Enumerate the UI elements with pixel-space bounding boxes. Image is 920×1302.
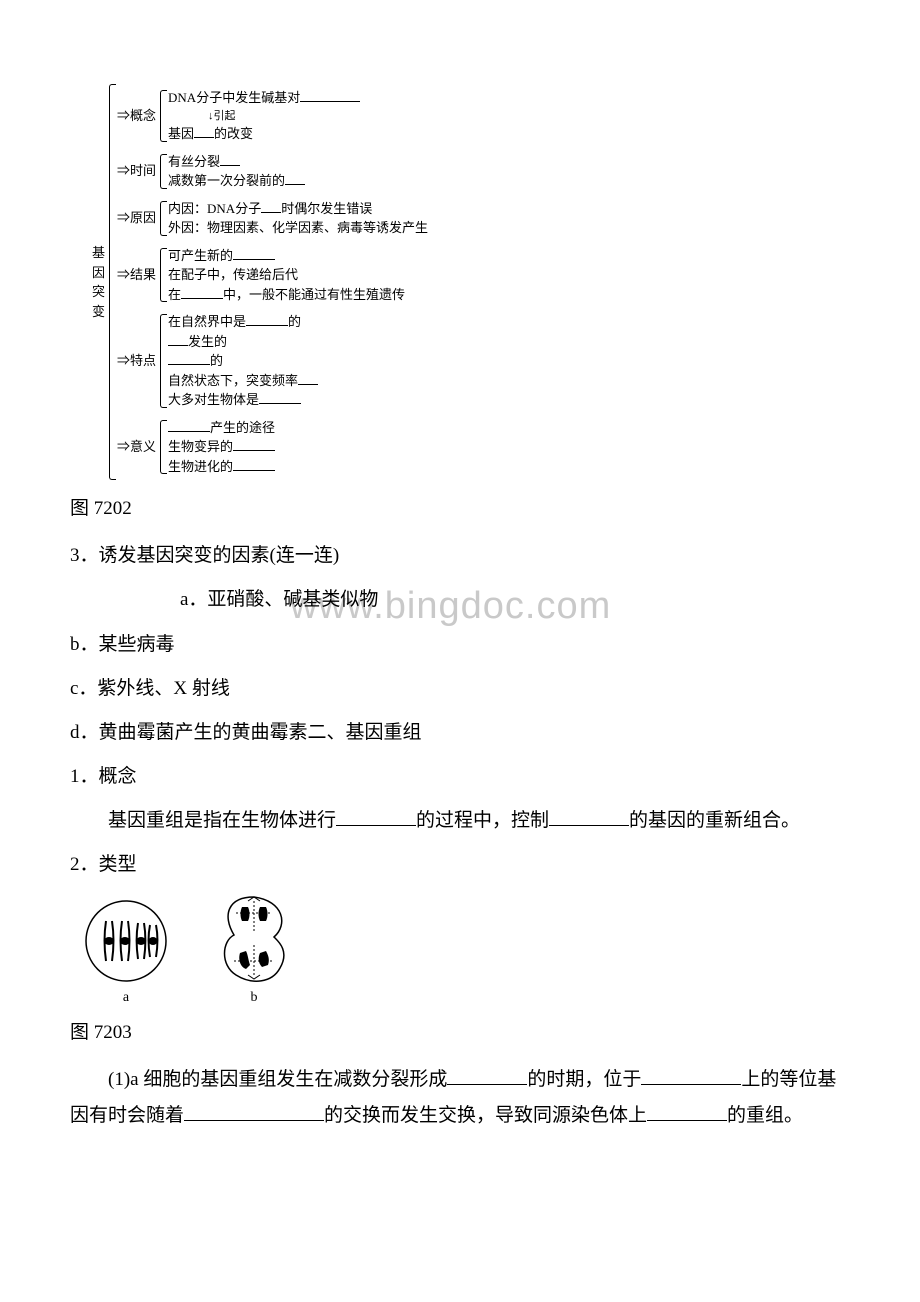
cell-figure-b: b: [218, 893, 290, 1009]
node-result: ⇒结果 可产生新的 在配子中，传递给后代 在中，一般不能通过有性生殖遗传: [117, 244, 428, 307]
blank-input[interactable]: [184, 1103, 324, 1121]
concept-map-diagram: 基 因 突 变 ⇒概念 DNA分子中发生碱基对 ↓引起 基因的改变 ⇒时间 有丝…: [90, 80, 850, 484]
option-c: c．紫外线、X 射线: [70, 671, 850, 707]
section-1-title: 1．概念: [70, 759, 850, 795]
section-2-title: 2．类型: [70, 847, 850, 883]
option-a: a．亚硝酸、碱基类似物: [70, 582, 850, 618]
section-1-body: 基因重组是指在生物体进行的过程中，控制的基因的重新组合。: [70, 803, 850, 839]
blank-input[interactable]: [647, 1103, 727, 1121]
node-time: ⇒时间 有丝分裂 减数第一次分裂前的: [117, 150, 428, 193]
blank-input[interactable]: [336, 808, 416, 826]
node-meaning: ⇒意义 产生的途径 生物变异的 生物进化的: [117, 416, 428, 479]
option-b: b．某些病毒: [70, 627, 850, 663]
cell-a-icon: [84, 899, 168, 983]
blank-input[interactable]: [641, 1067, 741, 1085]
blank-input[interactable]: [447, 1067, 527, 1085]
node-concept: ⇒概念 DNA分子中发生碱基对 ↓引起 基因的改变: [117, 86, 428, 146]
root-brace: [107, 80, 117, 484]
option-d: d．黄曲霉菌产生的黄曲霉素二、基因重组: [70, 715, 850, 751]
cell-figure-a: a: [84, 899, 168, 1009]
q2-1-body: (1)a 细胞的基因重组发生在减数分裂形成的时期，位于上的等位基因有时会随着的交…: [70, 1062, 850, 1134]
blank-input[interactable]: [549, 808, 629, 826]
figure-1-label: 图 7­2­02: [70, 494, 850, 524]
root-label: 基 因 突 变: [90, 80, 107, 484]
figure-2-label: 图 7­2­03: [70, 1018, 850, 1048]
q3-title: 3．诱发基因突变的因素(连一连): [70, 538, 850, 574]
node-feature: ⇒特点 在自然界中是的 发生的 的 自然状态下，突变频率 大多对生物体是: [117, 310, 428, 412]
node-cause: ⇒原因 内因：DNA分子时偶尔发生错误 外因：物理因素、化学因素、病毒等诱发产生: [117, 197, 428, 240]
cell-division-figures: a b: [84, 893, 850, 1009]
cell-b-icon: [218, 893, 290, 983]
